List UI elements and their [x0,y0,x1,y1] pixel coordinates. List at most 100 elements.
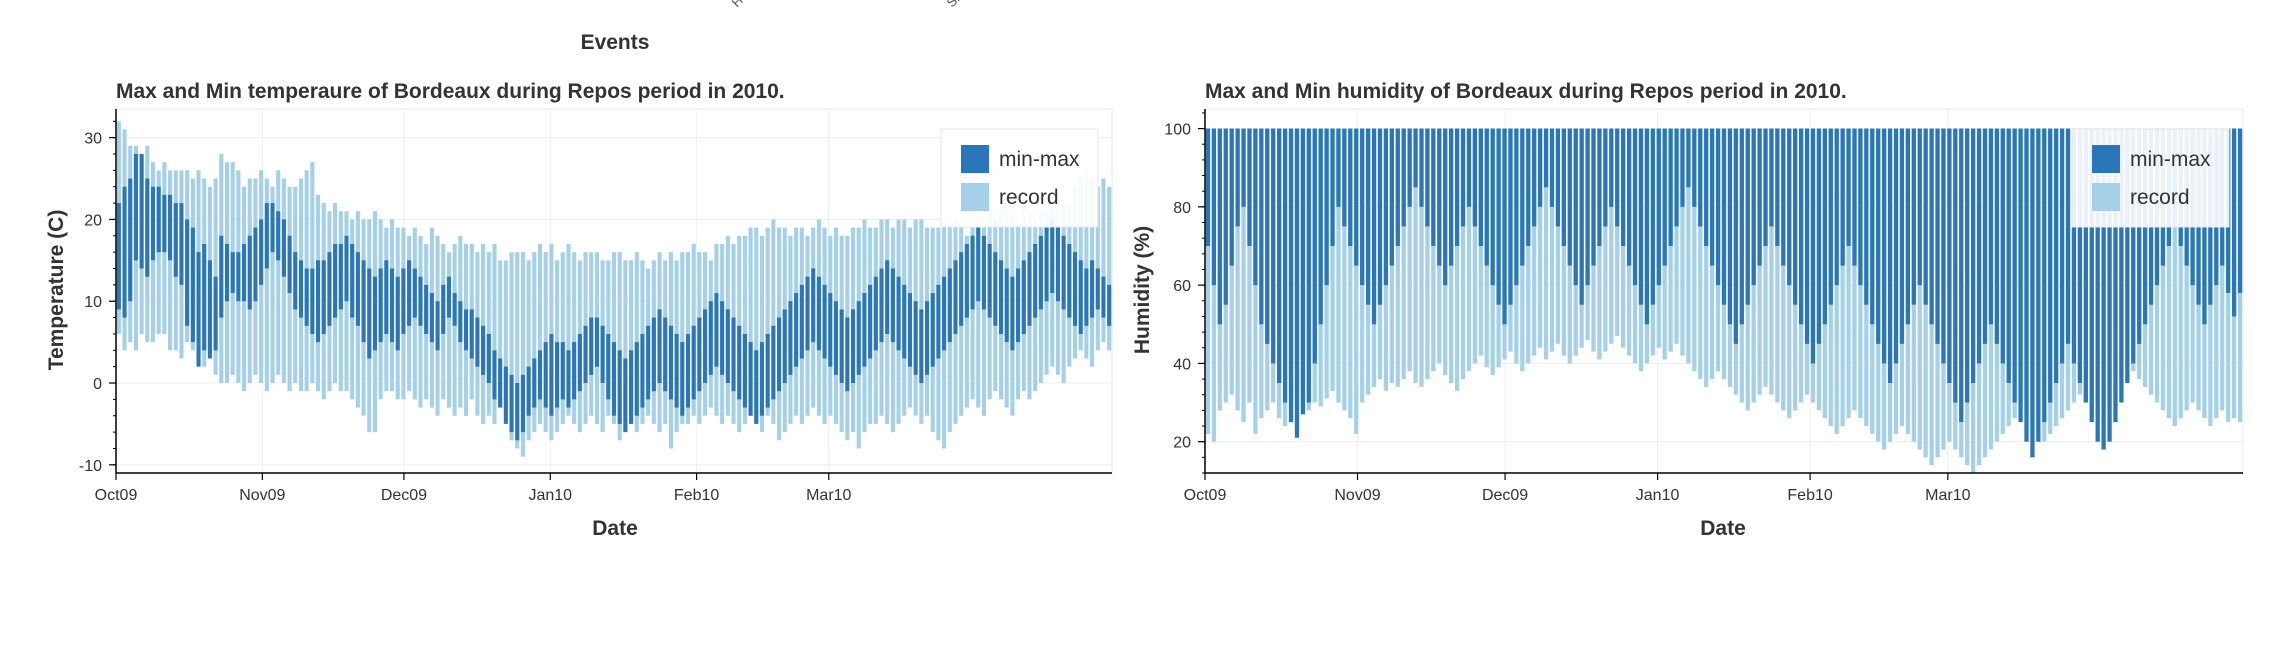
bar-min-max [919,309,924,384]
bar-min-max [1277,128,1282,383]
bar-min-max [1478,128,1483,246]
bar-record [1413,128,1418,383]
bar-min-max [202,243,207,351]
bar-record [1084,170,1089,359]
bar-min-max [1965,128,1970,403]
bar-record [754,227,759,424]
bar-record [1532,128,1537,356]
bar-min-max [412,268,417,318]
bar-min-max [2095,128,2100,442]
bar-min-max [1247,128,1252,246]
bar-min-max [1721,128,1727,305]
bar-record [1775,128,1780,403]
bar-min-max [1324,128,1329,286]
bar-min-max [1044,227,1049,302]
bar-min-max [298,260,304,318]
bar-min-max [1899,128,1905,344]
bar-min-max [150,186,156,261]
bar-min-max [1072,252,1078,326]
series-min-max [116,153,1112,441]
bar-min-max [2054,128,2059,383]
bar-min-max [1508,128,1513,305]
bar-min-max [663,317,668,392]
bar-record [2160,128,2166,411]
bar-min-max [1526,128,1531,246]
bar-min-max [1271,128,1276,364]
bar-min-max [1810,128,1816,364]
bar-min-max [1443,128,1448,286]
bar-min-max [1585,128,1590,286]
bar-min-max [1798,128,1804,325]
bar-min-max [811,268,816,343]
bar-min-max [1781,128,1786,266]
y-tick-label: -10 [79,458,102,475]
bar-min-max [344,235,349,302]
bar-record [1763,128,1768,387]
bar-min-max [1431,128,1436,246]
bar-min-max [338,243,343,310]
bar-min-max [316,260,321,343]
y-tick-label: 10 [84,294,102,311]
bar-min-max [708,301,713,375]
bar-min-max [1016,268,1021,343]
bar-record [560,252,565,424]
bar-min-max [1095,268,1100,310]
bar-record [1686,128,1691,364]
bar-min-max [1223,128,1228,305]
bar-min-max [651,317,656,392]
legend-box [2071,128,2230,228]
bar-min-max [1567,128,1572,266]
bar-min-max [446,276,451,318]
bar-min-max [1265,128,1270,344]
bar-min-max [589,317,594,375]
bar-min-max [1107,284,1112,326]
bar-record [1692,128,1697,372]
bar-record [1107,186,1112,351]
x-tick-label: Mar10 [1925,487,1970,504]
bar-min-max [947,268,952,343]
bar-min-max [492,350,497,400]
bar-min-max [1205,128,1211,246]
bar-min-max [242,243,247,302]
bar-min-max [970,235,975,310]
bar-min-max [1090,260,1095,318]
bar-min-max [1840,128,1845,266]
bar-record [2178,128,2183,419]
bar-min-max [122,186,127,318]
y-tick-label: 0 [93,376,102,393]
bar-min-max [606,333,611,400]
bar-min-max [1101,276,1106,318]
bar-record [1419,128,1424,387]
bar-min-max [310,268,315,334]
bar-record [509,252,514,441]
x-tick-label: Feb10 [1787,487,1832,504]
bar-min-max [1460,128,1466,227]
bar-record [1431,128,1436,372]
bar-record [566,243,571,416]
bar-record [611,252,617,424]
bar-record [532,252,537,433]
bar-min-max [503,366,508,424]
bar-min-max [640,333,645,408]
bar-record [526,260,531,441]
bar-min-max [1021,260,1026,334]
bar-min-max [1638,128,1644,305]
bar-min-max [1757,128,1762,266]
bar-min-max [1004,268,1009,343]
bar-min-max [168,194,173,261]
bar-record [213,178,218,375]
bar-min-max [794,293,799,367]
bar-record [1354,128,1359,434]
legend-label-min-max: min-max [2130,148,2211,171]
bar-min-max [395,276,400,351]
bar-min-max [1816,128,1822,344]
bar-min-max [1591,128,1596,266]
bar-min-max [1680,128,1685,207]
bar-min-max [145,178,150,277]
x-tick-label: Nov09 [1334,487,1380,504]
bar-min-max [1336,128,1341,207]
bar-min-max [902,284,907,359]
x-axis-label: Date [1700,517,1746,540]
bar-min-max [2000,128,2005,364]
